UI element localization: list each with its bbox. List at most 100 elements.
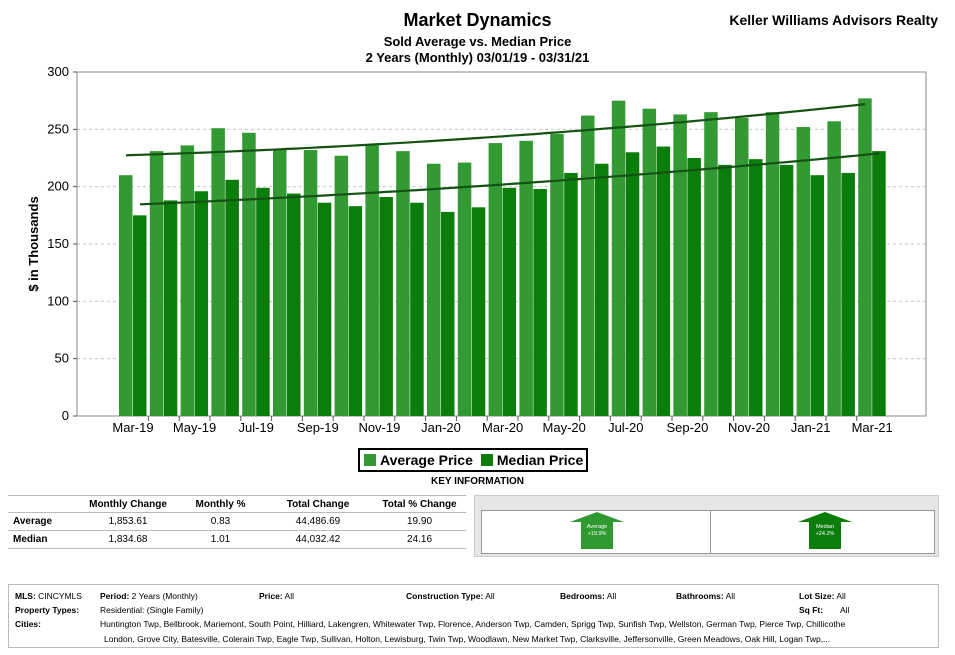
property-types-value: Residential: (Single Family) [100,605,204,615]
x-tick-label: Jul-20 [608,420,643,435]
x-tick-label: Nov-20 [728,420,770,435]
lot-size-value: All [836,591,846,601]
average-price-bar [273,148,287,416]
x-axis-ticks: Mar-19 May-19 Jul-19 Sep-19 Nov-19 Jan-20 Mar-… [112,416,893,435]
average-price-bar [396,151,410,416]
x-tick-label: May-20 [543,420,586,435]
median-price-bar [471,207,486,416]
table-row: Median 1,834.68 1.01 44,032.42 24.16 [8,530,466,549]
period-field: Period: 2 Years (Monthly) [100,591,198,601]
median-price-bar [718,164,732,416]
column-header [8,496,78,513]
average-price-bar [581,115,595,416]
x-tick-label: Sep-20 [666,420,708,435]
legend-median-label: Median Price [496,452,584,468]
y-tick-label: 150 [47,236,69,251]
change-arrows-panel: Average +19.9% Median +24.2% [474,495,939,557]
average-price-bar [457,162,472,416]
median-price-bar [872,151,886,416]
median-price-bar [564,172,578,416]
median-price-bar [841,172,855,416]
x-tick-label: Mar-20 [482,420,523,435]
average-price-bar [365,145,379,417]
lot-size-label: Lot Size: [799,591,835,601]
median-price-bar [779,164,794,416]
median-price-bar [687,158,701,416]
x-tick-label: Mar-21 [852,420,893,435]
median-price-bar [194,191,209,416]
legend-median: Median Price [480,452,584,468]
column-header: Total Change [263,496,373,513]
key-information-title: KEY INFORMATION [431,476,524,487]
bedrooms-label: Bedrooms: [560,591,605,601]
bathrooms-label: Bathrooms: [676,591,724,601]
average-price-bar [611,100,626,417]
average-price-bar [149,151,164,416]
mls-value: CINCYMLS [38,591,83,601]
median-price-bar [256,187,270,416]
average-price-bar [858,98,872,416]
table-row: Average 1,853.61 0.83 44,486.69 19.90 [8,512,466,531]
median-price-bar [810,175,825,416]
legend-average: Average Price [364,452,473,468]
lot-size-field: Lot Size: All [799,591,846,601]
x-tick-label: Sep-19 [297,420,339,435]
average-price-bar [704,112,718,416]
average-arrow-value: +19.9% [588,531,607,537]
table-cell: 1,834.68 [78,530,178,549]
average-price-bar [673,114,687,416]
median-price-bar [163,200,178,416]
y-tick-label: 100 [47,293,69,308]
y-tick-label: 300 [47,64,69,79]
cities-label: Cities: [15,619,41,629]
construction-field: Construction Type: All [406,591,495,601]
table-cell: 1,853.61 [78,512,178,531]
row-label: Median [8,530,78,549]
company-name: Keller Williams Advisors Realty [729,12,938,28]
bars [119,98,886,417]
x-tick-label: Nov-19 [358,420,400,435]
table-header-row: Monthly Change Monthly % Total Change To… [8,496,466,513]
y-axis-ticks: 0 50 100 150 200 250 300 [47,64,77,423]
average-price-bar [303,149,318,416]
y-axis-label: $ in Thousands [26,196,41,291]
table-cell: 24.16 [373,530,466,549]
legend-average-swatch [364,454,376,466]
median-price-bar [749,159,763,416]
x-tick-label: May-19 [173,420,216,435]
mls-label: MLS: [15,591,36,601]
chart-period: 2 Years (Monthly) 03/01/19 - 03/31/21 [365,50,590,65]
x-tick-label: Jan-20 [421,420,461,435]
average-price-bar [765,112,780,416]
property-types-label: Property Types: [15,605,80,615]
average-price-bar [180,145,195,417]
arrows-divider [710,511,711,553]
median-arrow-value: +24.2% [816,531,835,537]
y-tick-label: 250 [47,121,69,136]
y-tick-label: 200 [47,179,69,194]
median-price-bar [441,211,455,416]
trend-lines [125,103,880,206]
sqft-label: Sq Ft: [799,605,824,615]
average-up-arrow-icon: Average +19.9% [570,512,624,549]
column-header: Total % Change [373,496,466,513]
median-price-bar [133,215,147,416]
table-cell: 44,486.69 [263,512,373,531]
bathrooms-field: Bathrooms: All [676,591,735,601]
average-trend-line [125,103,866,157]
median-price-bar [502,187,517,416]
average-price-bar [119,175,133,416]
construction-value: All [485,591,495,601]
chart-legend: Average Price Median Price [358,448,588,472]
column-header: Monthly Change [78,496,178,513]
bedrooms-field: Bedrooms: All [560,591,616,601]
legend-median-swatch [480,454,493,466]
chart-subtitle: Sold Average vs. Median Price [383,34,572,49]
median-arrow-label: Median [816,524,834,530]
change-arrows: Average +19.9% Median +24.2% [570,512,852,549]
average-price-bar [334,155,349,416]
period-label: Period: [100,591,130,601]
table-cell: 1.01 [178,530,263,549]
median-up-arrow-icon: Median +24.2% [798,512,852,549]
change-arrows-box: Average +19.9% Median +24.2% [481,510,935,554]
